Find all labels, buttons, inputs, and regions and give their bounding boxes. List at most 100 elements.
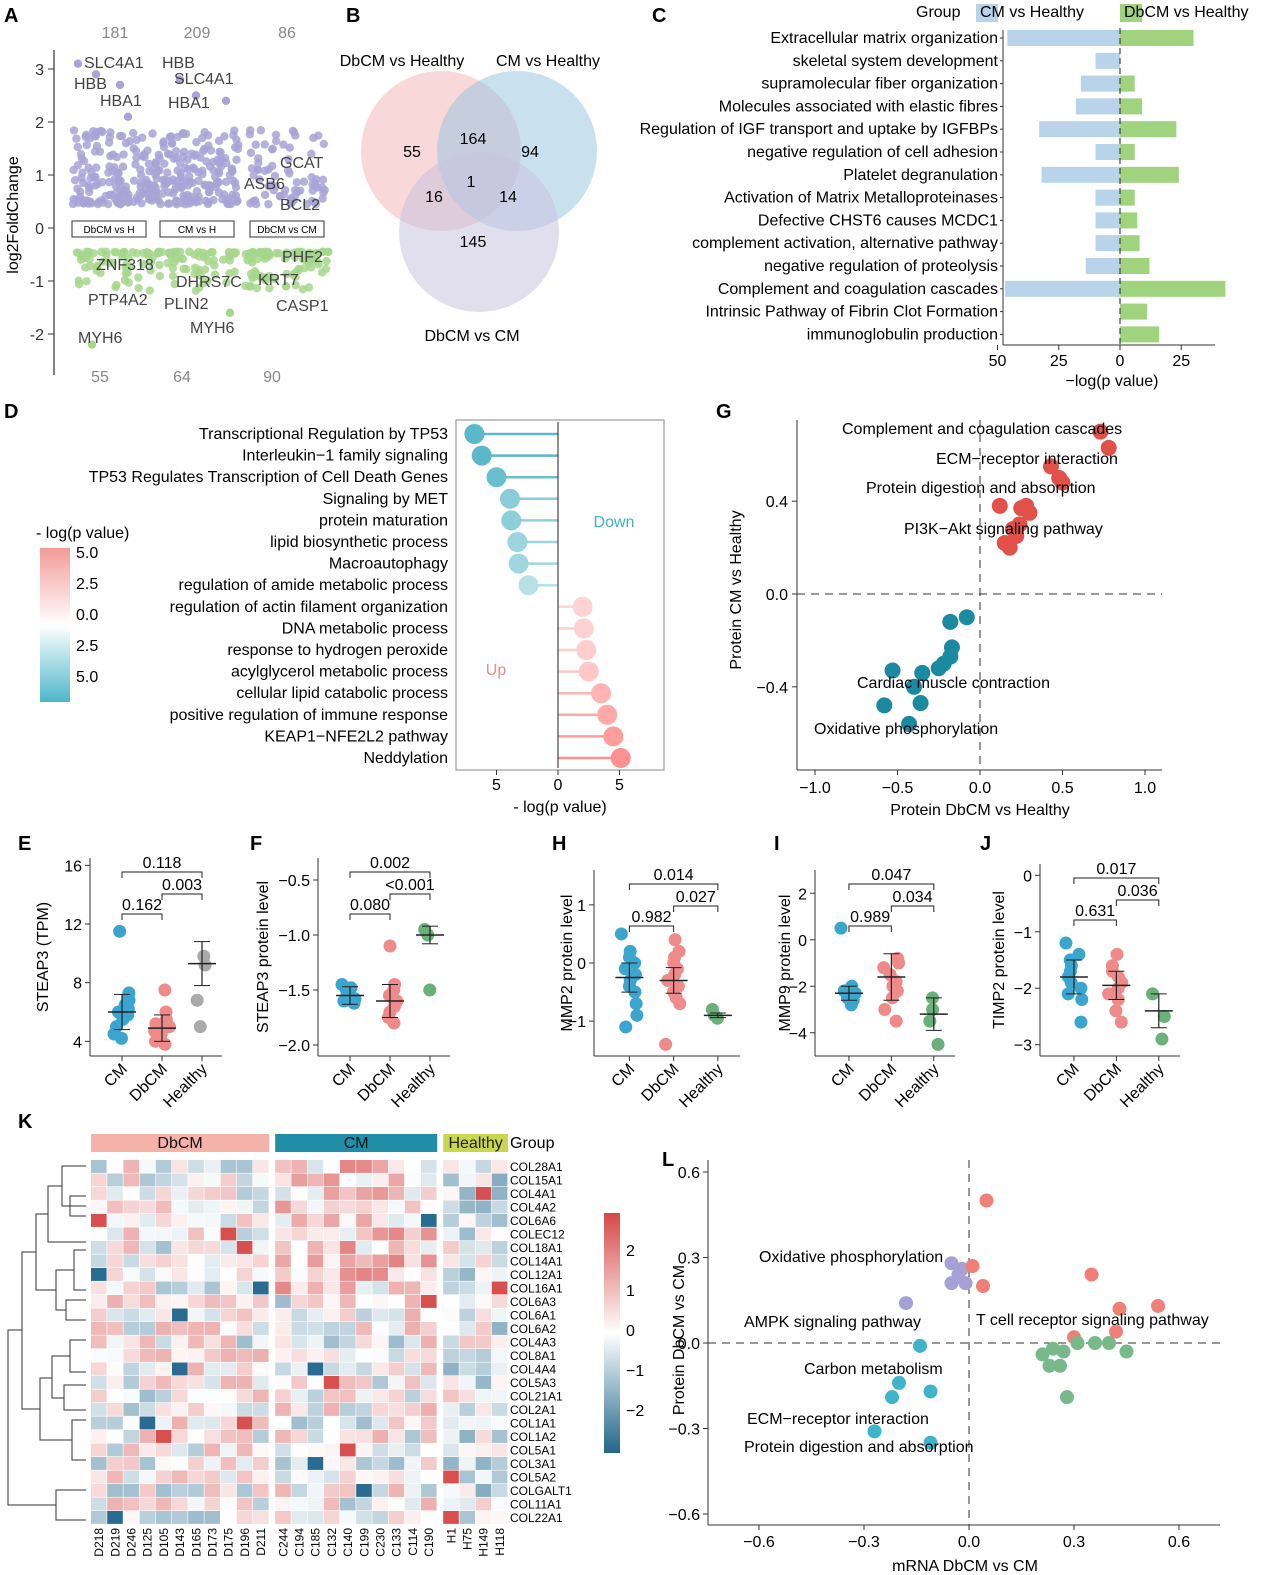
point-annotation: Complement and coagulation cascades xyxy=(842,421,1122,438)
heatmap-cell xyxy=(459,1227,475,1241)
heatmap-cell xyxy=(107,1497,123,1511)
heatmap-cell xyxy=(155,1484,172,1497)
up-point xyxy=(215,147,224,157)
heatmap-cell xyxy=(123,1160,139,1173)
heatmap-cell xyxy=(340,1295,356,1308)
down-point xyxy=(120,276,130,285)
category-label: supramolecular fiber organization xyxy=(761,76,998,93)
heatmap-cell xyxy=(275,1362,291,1376)
heatmap-cell xyxy=(139,1457,156,1470)
row-label: COL6A1 xyxy=(510,1309,556,1323)
heatmap-cell xyxy=(275,1430,291,1443)
heatmap-cell xyxy=(291,1281,307,1295)
lollipop-head xyxy=(576,640,597,660)
heatmap-cell xyxy=(139,1281,156,1295)
data-point xyxy=(944,1256,959,1271)
heatmap-cell xyxy=(340,1173,356,1187)
bar-dbcm xyxy=(1120,121,1177,138)
heatmap-cell xyxy=(307,1443,324,1457)
heatmap-cell xyxy=(139,1241,156,1254)
heatmap-cell xyxy=(291,1457,307,1470)
heatmap-cell xyxy=(459,1403,475,1416)
category-label: Transcriptional Regulation by TP53 xyxy=(199,426,448,443)
heatmap-cell xyxy=(459,1268,475,1281)
heatmap-cell xyxy=(172,1187,188,1200)
heatmap-cell xyxy=(491,1160,508,1173)
heatmap-cell xyxy=(323,1200,340,1214)
up-point xyxy=(79,199,88,208)
bar-cm xyxy=(1095,189,1120,206)
down-point xyxy=(117,252,127,261)
category-label: regulation of amide metabolic process xyxy=(179,577,448,594)
column-label: C230 xyxy=(374,1528,388,1557)
heatmap-cell xyxy=(188,1281,204,1295)
heatmap-cell xyxy=(236,1376,253,1389)
down-point xyxy=(244,251,254,260)
heatmap-cell xyxy=(123,1403,139,1416)
heatmap-cell xyxy=(491,1200,508,1214)
up-point xyxy=(158,189,167,198)
gene-label: KRT7 xyxy=(258,272,299,289)
data-point xyxy=(1155,1032,1169,1046)
heatmap-cell xyxy=(188,1511,204,1524)
heatmap-cell xyxy=(404,1470,421,1484)
heatmap-cell xyxy=(155,1403,172,1416)
heatmap-cell xyxy=(323,1457,340,1470)
up-point xyxy=(192,137,201,147)
category-label: negative regulation of cell adhesion xyxy=(747,144,998,161)
up-point xyxy=(72,134,81,143)
dendrogram-branch xyxy=(47,1185,86,1243)
tick-label-x: CM xyxy=(828,1061,858,1091)
column-label: D196 xyxy=(238,1528,252,1557)
heatmap-cell xyxy=(107,1484,123,1497)
heatmap-cell xyxy=(443,1187,459,1200)
heatmap-cell xyxy=(388,1187,405,1200)
up-point xyxy=(173,132,182,142)
point-annotation: PI3K−Akt signaling pathway xyxy=(904,521,1103,538)
heatmap-cell xyxy=(443,1254,459,1268)
down-point xyxy=(906,678,922,695)
up-point xyxy=(271,136,281,146)
heatmap-cell xyxy=(107,1430,123,1443)
bracket-cm-healthy-label: 0.118 xyxy=(143,855,182,872)
legend-swatch xyxy=(1120,4,1142,22)
heatmap-cell xyxy=(253,1376,269,1389)
down-point xyxy=(207,247,216,257)
lollipop-head xyxy=(610,748,631,768)
heatmap-cell xyxy=(372,1241,388,1254)
down-point xyxy=(146,266,155,275)
tick-label-y: 0.6 xyxy=(678,1165,700,1182)
heatmap-cell xyxy=(155,1322,172,1335)
heatmap-cell xyxy=(155,1187,172,1200)
heatmap-cell xyxy=(491,1308,508,1322)
down-point xyxy=(314,260,323,269)
heatmap-cell xyxy=(291,1376,307,1389)
down-point xyxy=(89,249,98,258)
heatmap-cell xyxy=(459,1214,475,1227)
heatmap-cell xyxy=(107,1443,123,1457)
data-point xyxy=(923,1014,937,1028)
down-point xyxy=(210,261,219,270)
point-annotation: T cell receptor signaling pathway xyxy=(976,1312,1209,1329)
down-point xyxy=(171,254,181,263)
tick-label-x: 50 xyxy=(989,353,1007,370)
heatmap-cell xyxy=(323,1187,340,1200)
heatmap-cell xyxy=(388,1308,405,1322)
heatmap-cell xyxy=(220,1457,237,1470)
heatmap-cell xyxy=(404,1443,421,1457)
heatmap-cell xyxy=(236,1484,253,1497)
row-label: COL14A1 xyxy=(510,1255,563,1269)
down-point xyxy=(282,248,291,257)
category-label: Macroautophagy xyxy=(329,556,448,573)
heatmap-cell xyxy=(172,1160,188,1173)
data-point xyxy=(1112,1301,1127,1316)
heatmap-cell xyxy=(107,1173,123,1187)
up-point xyxy=(260,190,270,200)
outlier-point xyxy=(275,192,285,201)
heatmap-cell xyxy=(253,1254,269,1268)
panel-l-scatter: −0.6 −0.3 0.0 0.3 0.6 0.6 0.3 0.0 −0.3 −0.6 mRNA D… xyxy=(668,1160,1220,1575)
heatmap-cell xyxy=(139,1254,156,1268)
data-point xyxy=(889,1014,903,1028)
up-point xyxy=(279,140,288,149)
heatmap-cell xyxy=(204,1295,220,1308)
